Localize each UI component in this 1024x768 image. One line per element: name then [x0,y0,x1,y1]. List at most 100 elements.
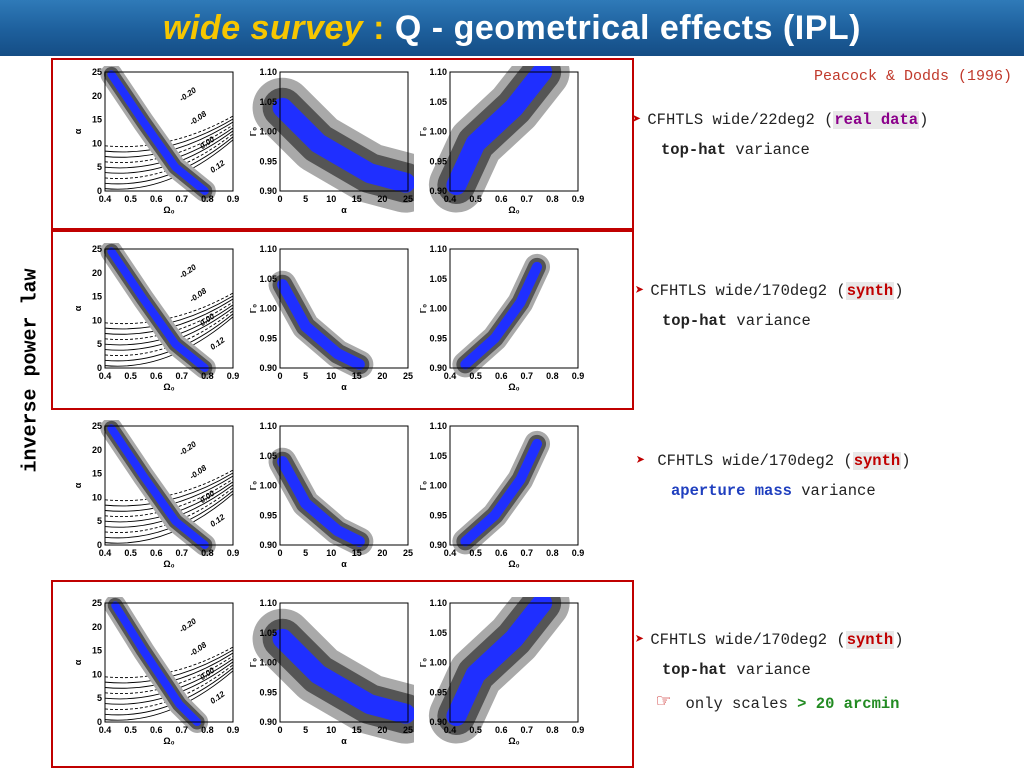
x-tick-label: 0.8 [201,548,214,558]
x-tick-label: 0.8 [546,371,559,381]
x-axis-label: Ω₀ [508,205,519,215]
x-tick-label: 0.8 [546,548,559,558]
x-tick-label: 0.9 [227,725,239,735]
row1-variance-label: variance [726,141,810,159]
row4-scale-note: only scales [676,695,798,713]
contour-label: 0.12 [209,689,227,706]
y-tick-label: 10 [92,138,102,148]
plot-frame [104,71,234,192]
confidence-band-inner [107,247,209,372]
x-tick-label: 0.9 [572,548,584,558]
x-tick-label: 0.7 [521,371,534,381]
x-tick-label: 0.6 [150,548,163,558]
x-tick-label: 0.8 [546,725,559,735]
confidence-band-inner [446,597,553,727]
y-tick-label: 0.95 [259,510,277,520]
confidence-band-inner [111,601,202,726]
confidence-band-inner [460,261,543,370]
y-tick-label: 0 [97,186,102,196]
contour-line [104,133,234,179]
y-tick-label: 0 [97,540,102,550]
x-tick-label: 0.4 [99,194,112,204]
y-tick-label: 1.00 [259,304,277,314]
x-tick-label: 0.5 [124,725,137,735]
y-tick-label: 25 [92,421,102,431]
y-tick-label: 10 [92,669,102,679]
x-tick-label: 25 [403,371,413,381]
contour-label: -0.20 [178,85,199,103]
x-tick-label: 20 [377,371,387,381]
x-tick-label: 10 [326,371,336,381]
contour-label: 0.12 [209,158,227,175]
y-tick-label: 10 [92,315,102,325]
y-tick-label: 1.10 [429,598,447,608]
x-tick-label: 0.7 [521,548,534,558]
x-tick-label: 0.8 [201,725,214,735]
x-tick-label: 0.7 [521,725,534,735]
x-tick-label: 0.6 [495,194,508,204]
row3-note: ➤ CFHTLS wide/170deg2 (synth) aperture ma… [636,451,911,500]
x-tick-label: 0.7 [176,371,189,381]
x-tick-label: 0.9 [227,371,239,381]
confidence-band-inner [272,97,414,193]
x-axis-label: α [341,382,347,392]
contour-line [104,646,234,679]
x-tick-label: 0.8 [201,371,214,381]
plot-row2-col3: 1.10 1.05 1.00 0.95 0.900.4 0.5 0.6 0.7 0.8 0.9 Ω₀… [420,244,584,392]
y-tick-label: 0.95 [259,333,277,343]
x-axis-label: α [341,559,347,569]
plot-frame [449,602,579,723]
arrow-bullet-icon: ➤ [632,111,642,129]
y-tick-label: 1.00 [429,304,447,314]
contour-label: -0.08 [188,109,209,127]
title-bar: wide survey : Q - geometrical effects (I… [0,0,1024,56]
reference-citation: Peacock & Dodds (1996) [813,68,1012,85]
row1-paren: ) [919,111,929,129]
x-tick-label: 0 [277,548,282,558]
row4-note: ➤ CFHTLS wide/170deg2 (synth) top-hat var… [635,630,904,715]
y-tick-label: 1.05 [259,97,277,107]
pointing-hand-icon: ☞ [657,690,671,715]
arrow-bullet-icon: ➤ [635,631,645,649]
x-tick-label: 0.4 [444,548,457,558]
y-tick-label: 0.95 [429,333,447,343]
y-tick-label: 0 [97,717,102,727]
y-tick-label: 0.95 [429,510,447,520]
x-tick-label: 0.5 [124,548,137,558]
y-axis-label: Γ₀ [250,481,258,490]
contour-line [104,493,234,544]
y-tick-label: 25 [92,244,102,254]
row2-source: CFHTLS wide/170deg2 ( [650,282,846,300]
y-tick-label: 1.10 [259,598,277,608]
x-axis-label: Ω₀ [163,382,174,392]
row2-note: ➤ CFHTLS wide/170deg2 (synth) top-hat var… [635,281,904,330]
plot-row4-col1: -0.20 -0.08 0.00 0.12 25 20 15 10 5 00.4 0.5 0.6 0.7… [75,597,239,746]
x-tick-label: 0.6 [495,725,508,735]
side-label-text: inverse power law [19,267,43,473]
y-tick-label: 0.95 [259,687,277,697]
x-tick-label: 0.4 [444,725,457,735]
contour-label: -0.20 [178,262,199,280]
plot-row3-col3: 1.10 1.05 1.00 0.95 0.900.4 0.5 0.6 0.7 0.8 0.9 Ω₀… [420,421,584,569]
x-tick-label: 15 [352,371,362,381]
confidence-band-inner [272,628,414,724]
x-tick-label: 0.5 [469,548,482,558]
y-axis-label: Γ₀ [250,127,258,136]
y-tick-label: 10 [92,492,102,502]
x-tick-label: 25 [403,548,413,558]
x-tick-label: 0.7 [176,548,189,558]
y-tick-label: 0 [97,363,102,373]
y-tick-label: 1.10 [429,244,447,254]
y-tick-label: 15 [92,646,102,656]
x-tick-label: 0.4 [99,548,112,558]
confidence-band-inner [446,66,553,196]
y-axis-label: α [75,482,83,488]
contour-label: 0.12 [209,512,227,529]
y-tick-label: 1.00 [429,658,447,668]
x-tick-label: 0.6 [495,371,508,381]
x-tick-label: 0.6 [150,725,163,735]
x-tick-label: 15 [352,548,362,558]
confidence-band-inner [277,456,365,547]
confidence-band-inner [460,438,543,547]
x-tick-label: 0.8 [201,194,214,204]
